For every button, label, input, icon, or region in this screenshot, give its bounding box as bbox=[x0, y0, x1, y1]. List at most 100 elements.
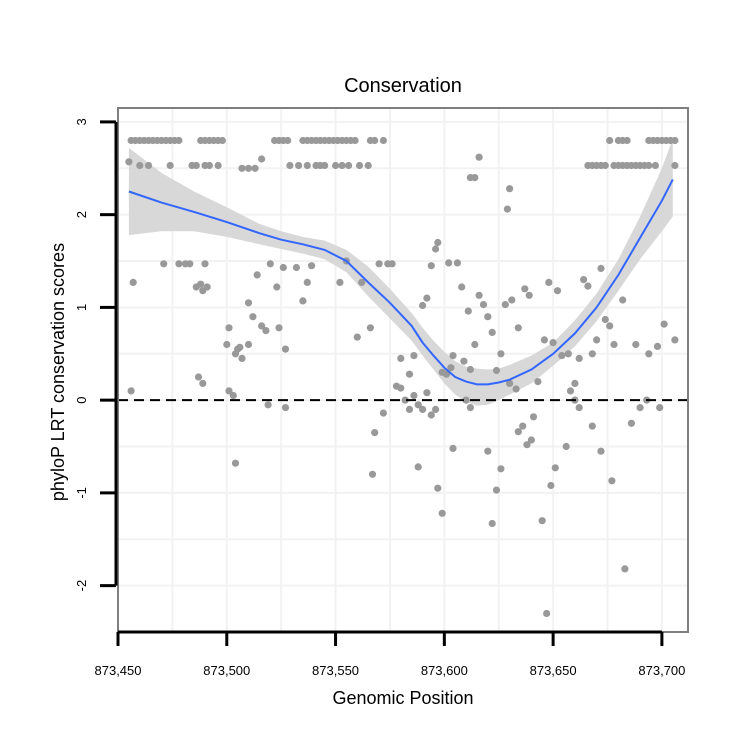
data-point bbox=[332, 161, 340, 170]
data-point bbox=[497, 465, 505, 473]
data-point bbox=[460, 357, 468, 365]
data-point bbox=[388, 260, 396, 268]
data-point bbox=[368, 470, 377, 478]
data-point bbox=[523, 441, 531, 449]
data-point bbox=[364, 161, 372, 170]
data-point bbox=[225, 387, 233, 395]
data-point bbox=[458, 283, 466, 291]
data-point bbox=[653, 342, 662, 350]
data-point bbox=[627, 419, 636, 427]
data-point bbox=[479, 301, 488, 309]
data-point bbox=[236, 343, 244, 351]
data-point bbox=[529, 413, 538, 421]
data-point bbox=[580, 276, 588, 284]
data-point bbox=[432, 405, 440, 413]
data-point bbox=[447, 364, 455, 372]
data-point bbox=[397, 384, 405, 392]
data-point bbox=[488, 328, 496, 336]
x-tick-label: 873,700 bbox=[638, 663, 685, 678]
data-point bbox=[405, 405, 414, 413]
data-point bbox=[414, 401, 422, 409]
data-point bbox=[521, 285, 529, 293]
data-point bbox=[525, 291, 533, 299]
data-point bbox=[475, 291, 483, 299]
data-point bbox=[453, 259, 461, 267]
data-point bbox=[506, 185, 514, 193]
data-point bbox=[434, 484, 442, 492]
y-axis: -2 -1 0 1 2 3 bbox=[74, 118, 118, 592]
data-point bbox=[244, 299, 253, 307]
data-point bbox=[438, 509, 446, 517]
data-point bbox=[597, 264, 605, 272]
data-point bbox=[651, 161, 660, 170]
data-point bbox=[358, 278, 366, 286]
data-point bbox=[466, 365, 474, 374]
data-point bbox=[379, 409, 387, 417]
data-point bbox=[401, 396, 409, 404]
data-point bbox=[231, 459, 240, 467]
data-point bbox=[449, 352, 457, 360]
data-point bbox=[445, 259, 453, 267]
data-point bbox=[606, 136, 614, 145]
data-point bbox=[564, 350, 572, 358]
data-point bbox=[375, 260, 383, 268]
smooth-line-layer bbox=[128, 178, 674, 386]
data-point bbox=[194, 373, 203, 381]
data-point bbox=[588, 350, 596, 358]
data-point bbox=[355, 161, 364, 170]
data-point bbox=[512, 385, 520, 393]
y-tick-label: -2 bbox=[74, 580, 89, 592]
data-point bbox=[244, 340, 253, 349]
data-point bbox=[547, 481, 555, 490]
data-point bbox=[497, 350, 505, 358]
data-point bbox=[575, 404, 583, 412]
data-point bbox=[484, 313, 492, 321]
data-point bbox=[264, 401, 272, 409]
data-point bbox=[321, 161, 329, 170]
data-point bbox=[405, 370, 414, 378]
data-point bbox=[345, 161, 353, 170]
smooth-line bbox=[128, 178, 674, 386]
data-point bbox=[229, 391, 237, 400]
data-point bbox=[434, 238, 442, 247]
data-point bbox=[538, 517, 546, 525]
data-point bbox=[632, 340, 640, 349]
data-point bbox=[621, 565, 629, 573]
data-point bbox=[671, 136, 679, 145]
data-point bbox=[464, 307, 472, 315]
data-point bbox=[553, 287, 562, 295]
data-point bbox=[295, 161, 303, 170]
data-point bbox=[175, 260, 183, 268]
data-point bbox=[671, 336, 679, 344]
data-point bbox=[558, 352, 566, 360]
y-tick-label: 3 bbox=[74, 118, 89, 125]
data-point bbox=[466, 404, 474, 412]
data-point bbox=[175, 136, 183, 145]
data-point bbox=[225, 324, 233, 332]
data-point bbox=[160, 260, 168, 268]
data-point bbox=[258, 322, 266, 330]
data-point bbox=[462, 396, 470, 404]
data-point bbox=[351, 136, 359, 145]
data-point bbox=[366, 324, 374, 332]
data-point bbox=[299, 297, 307, 305]
data-point bbox=[514, 428, 522, 436]
data-point bbox=[281, 404, 290, 412]
data-point bbox=[427, 262, 435, 270]
data-point bbox=[551, 464, 559, 472]
data-point bbox=[201, 260, 209, 268]
x-tick-label: 873,650 bbox=[530, 663, 577, 678]
data-point bbox=[549, 339, 557, 347]
data-point bbox=[279, 263, 287, 272]
data-point bbox=[292, 263, 300, 272]
data-point bbox=[501, 301, 509, 309]
data-point bbox=[601, 161, 609, 170]
chart-title: Conservation bbox=[344, 75, 462, 97]
y-tick-label: -1 bbox=[74, 487, 89, 499]
data-point bbox=[262, 327, 270, 335]
data-point bbox=[125, 158, 133, 166]
data-point bbox=[484, 447, 492, 455]
data-point bbox=[503, 205, 511, 213]
y-tick-label: 1 bbox=[74, 304, 89, 311]
